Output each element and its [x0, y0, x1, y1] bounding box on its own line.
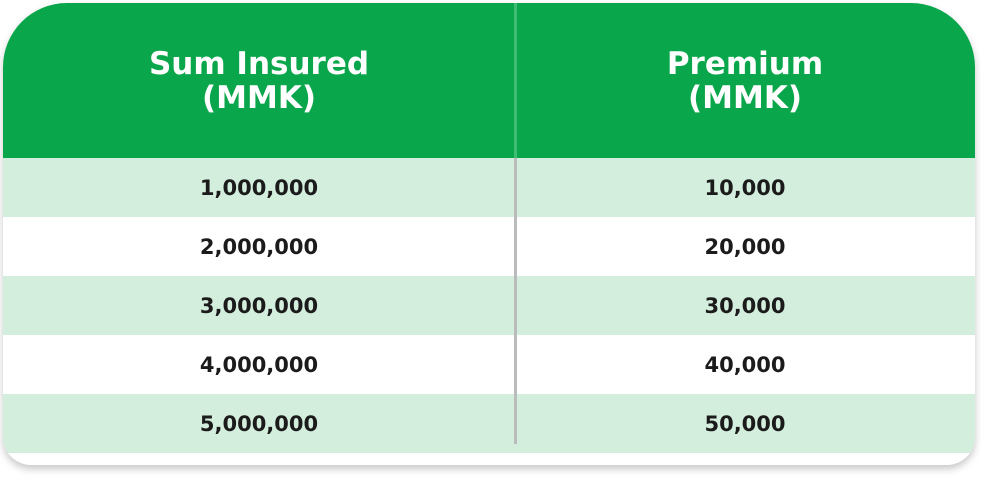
table-row: 2,000,000 20,000 — [3, 217, 975, 276]
premium-cell: 10,000 — [704, 175, 786, 200]
header-premium: Premium (MMK) — [515, 3, 975, 158]
header-column-divider — [514, 3, 517, 158]
header-premium-title: Premium — [666, 45, 824, 82]
table-row: 5,000,000 50,000 — [3, 394, 975, 453]
header-sum-insured-title: Sum Insured — [148, 45, 370, 82]
sum-insured-cell: 2,000,000 — [199, 234, 319, 259]
table-row: 3,000,000 30,000 — [3, 276, 975, 335]
table-body: 1,000,000 10,000 2,000,000 20,000 3,000,… — [3, 158, 975, 453]
premium-cell: 20,000 — [704, 234, 786, 259]
header-sum-insured-unit: (MMK) — [201, 79, 317, 116]
sum-insured-cell: 1,000,000 — [199, 175, 319, 200]
header-premium-unit: (MMK) — [687, 79, 803, 116]
premium-cell: 50,000 — [704, 411, 786, 436]
table-row: 1,000,000 10,000 — [3, 158, 975, 217]
premium-cell: 40,000 — [704, 352, 786, 377]
table-header: Sum Insured (MMK) Premium (MMK) — [3, 3, 975, 158]
table-row: 4,000,000 40,000 — [3, 335, 975, 394]
body-column-divider — [514, 158, 517, 444]
premium-cell: 30,000 — [704, 293, 786, 318]
sum-insured-cell: 5,000,000 — [199, 411, 319, 436]
sum-insured-cell: 3,000,000 — [199, 293, 319, 318]
header-sum-insured: Sum Insured (MMK) — [3, 3, 515, 158]
sum-insured-cell: 4,000,000 — [199, 352, 319, 377]
premium-table: Sum Insured (MMK) Premium (MMK) 1,000,00… — [3, 3, 975, 465]
